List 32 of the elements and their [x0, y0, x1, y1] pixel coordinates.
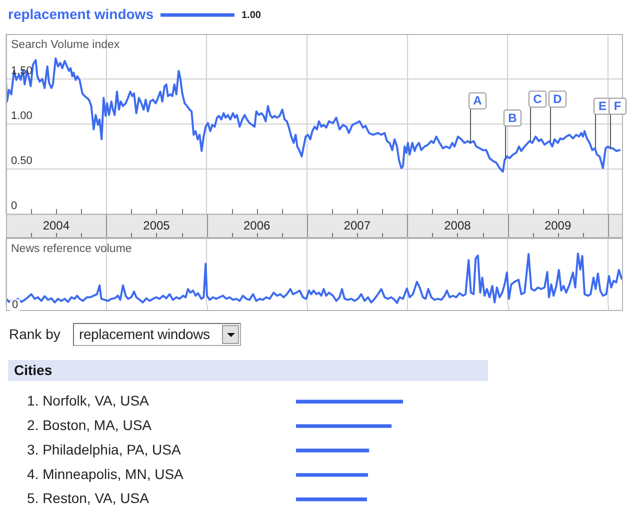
y-tick-label: 2. Boston, MA, USA — [27, 416, 152, 433]
annotation: D — [553, 92, 562, 106]
text: replacement windows — [8, 6, 154, 22]
y-tick-label: 3. Philadelphia, PA, USA — [27, 441, 182, 458]
annotation: E — [598, 99, 607, 114]
y-tick-label: 0 — [11, 200, 18, 212]
x-tick-label: 2008 — [444, 218, 472, 233]
y-tick-label: 1. Norfolk, VA, USA — [27, 392, 150, 408]
annotation: A — [473, 94, 482, 108]
annotation: B — [508, 110, 518, 125]
x-tick-label: 2009 — [544, 218, 572, 233]
annotation: C — [533, 92, 542, 106]
dropdown-field: replacement windows — [73, 323, 241, 346]
annotation: F — [614, 99, 622, 114]
bar — [296, 424, 392, 428]
x-tick-label: 2005 — [143, 218, 170, 233]
y-tick-label: 0.50 — [11, 155, 32, 168]
y-tick-label: 5. Reston, VA, USA — [27, 490, 150, 506]
y-tick-label: 1.00 — [11, 110, 32, 122]
x-tick-label: 2006 — [243, 218, 270, 233]
bar — [296, 498, 367, 502]
x-tick-label: 2004 — [42, 218, 70, 233]
y-axis-title: Search Volume index — [11, 39, 120, 52]
bar — [296, 448, 370, 452]
text: Rank by — [9, 326, 60, 343]
y-axis-title: News reference volume — [11, 243, 132, 256]
text: 1.00 — [241, 10, 262, 21]
bar — [296, 400, 403, 404]
bar — [296, 473, 368, 477]
x-tick-label: 2007 — [344, 218, 371, 233]
y-tick-label: 4. Minneapolis, MN, USA — [27, 466, 184, 482]
text: Cities — [8, 360, 488, 381]
